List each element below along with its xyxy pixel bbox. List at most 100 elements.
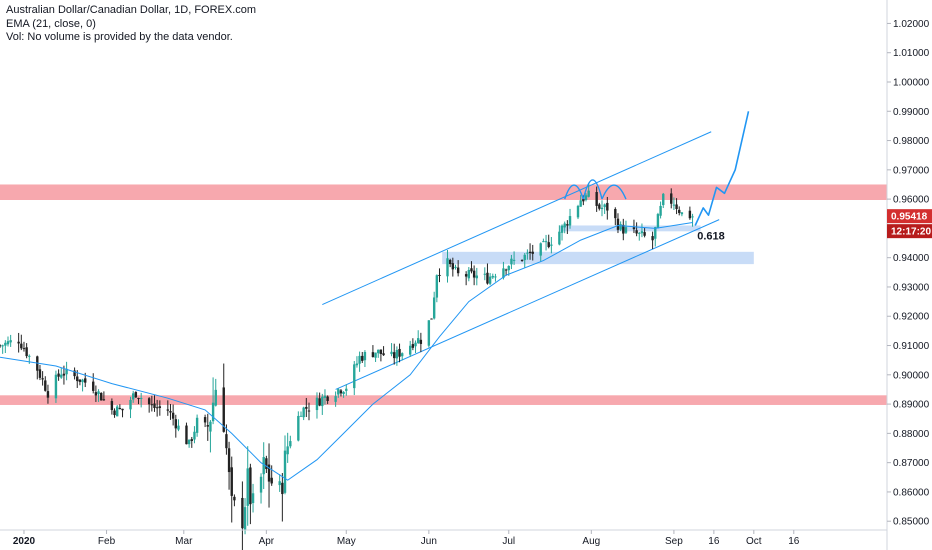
candle-body	[355, 363, 359, 366]
candle-body	[267, 464, 271, 482]
price-tick-label: 0.85000	[893, 517, 930, 528]
price-tick-label: 1.01000	[893, 48, 930, 59]
candle-body	[643, 232, 646, 236]
price-tick-label: 1.02000	[893, 19, 930, 30]
candle-body	[411, 344, 415, 348]
candle-body	[9, 340, 12, 343]
time-tick-label: Sep	[665, 536, 683, 547]
price-tick-label: 0.88000	[893, 429, 930, 440]
candle-body	[486, 272, 489, 284]
price-tick-label: 0.86000	[893, 487, 930, 498]
candle-body	[222, 387, 225, 432]
candle-body	[494, 276, 497, 278]
right-shoulder-arc	[601, 184, 627, 200]
channel-lower-line	[335, 219, 720, 390]
candle-body	[84, 378, 87, 383]
candle-body	[432, 297, 436, 319]
candle-body	[691, 216, 694, 218]
candle-body	[651, 236, 654, 241]
countdown-tag	[887, 224, 932, 239]
candle-body	[17, 341, 20, 344]
candle-body	[20, 343, 23, 349]
candle-body	[76, 376, 79, 382]
candle-body	[614, 209, 617, 219]
projection-path	[694, 111, 750, 226]
price-tick-label: 1.00000	[893, 77, 930, 88]
candle-body	[624, 227, 628, 233]
candles-layer	[0, 182, 694, 550]
candle-body	[345, 388, 348, 391]
time-tick-label: Jun	[421, 536, 437, 547]
candle-body	[560, 225, 564, 233]
candle-body	[510, 258, 513, 265]
candle-body	[131, 393, 135, 400]
candle-body	[289, 441, 292, 447]
candle-body	[566, 224, 569, 226]
candle-body	[62, 373, 66, 376]
chart-legend: Australian Dollar/Canadian Dollar, 1D, F…	[6, 4, 256, 45]
candle-body	[302, 407, 305, 418]
candle-body	[544, 241, 548, 243]
candle-body	[270, 477, 273, 484]
candle-body	[102, 399, 106, 401]
ema-indicator-label[interactable]: EMA (21, close, 0)	[6, 17, 96, 30]
candle-body	[526, 252, 529, 254]
candle-body	[598, 204, 601, 209]
candle-body	[361, 355, 364, 361]
candle-body	[97, 391, 100, 395]
candle-body	[225, 434, 228, 449]
candle-body	[470, 268, 473, 272]
candle-body	[606, 202, 609, 211]
candle-body	[206, 425, 209, 427]
candle-body	[488, 276, 492, 284]
candle-body	[129, 399, 132, 410]
price-tick-label: 0.94000	[893, 253, 930, 264]
candle-body	[670, 193, 673, 204]
candle-body	[305, 406, 308, 409]
candle-body	[550, 244, 553, 246]
candle-body	[315, 397, 319, 411]
candle-body	[110, 401, 114, 411]
candle-body	[286, 446, 289, 455]
candle-body	[374, 352, 377, 358]
candle-body	[531, 251, 534, 254]
candle-body	[678, 209, 681, 213]
candle-body	[595, 192, 598, 206]
price-tick-label: 0.99000	[893, 107, 930, 118]
time-axis[interactable]: 2020 Feb Mar Apr May Jun Jul Aug Sep 16 Oct 16	[0, 529, 887, 547]
time-tick-label: 16	[708, 536, 720, 547]
candle-body	[118, 407, 122, 409]
zones-layer	[0, 184, 887, 405]
candle-body	[456, 267, 460, 274]
price-tick-label: 0.91000	[893, 341, 930, 352]
fib-level-label: 0.618	[697, 230, 725, 242]
candle-body	[542, 241, 545, 243]
candle-body	[603, 204, 606, 208]
candle-body	[113, 410, 116, 416]
candle-body	[193, 431, 196, 440]
symbol-title[interactable]: Australian Dollar/Canadian Dollar, 1D, F…	[6, 4, 257, 16]
price-axis[interactable]: 0.85000 0.86000 0.87000 0.88000 0.89000 0.900…	[886, 0, 932, 550]
candle-body	[401, 353, 404, 357]
candle-body	[528, 251, 532, 254]
candle-body	[100, 392, 103, 401]
candle-body	[251, 493, 255, 504]
candle-body	[73, 370, 76, 377]
candle-body	[582, 198, 585, 202]
candle-body	[281, 482, 284, 495]
candle-body	[353, 364, 356, 389]
candle-body	[65, 368, 68, 375]
candle-body	[155, 407, 159, 409]
candle-body	[398, 348, 401, 357]
candle-body	[283, 450, 287, 493]
candle-body	[475, 275, 478, 279]
candle-body	[377, 349, 380, 354]
candle-body	[339, 390, 343, 394]
candle-body	[41, 378, 44, 380]
candle-body	[265, 458, 268, 470]
candle-body	[243, 507, 247, 530]
candle-body	[318, 398, 321, 406]
candle-body	[241, 497, 244, 529]
candle-body	[342, 392, 345, 394]
